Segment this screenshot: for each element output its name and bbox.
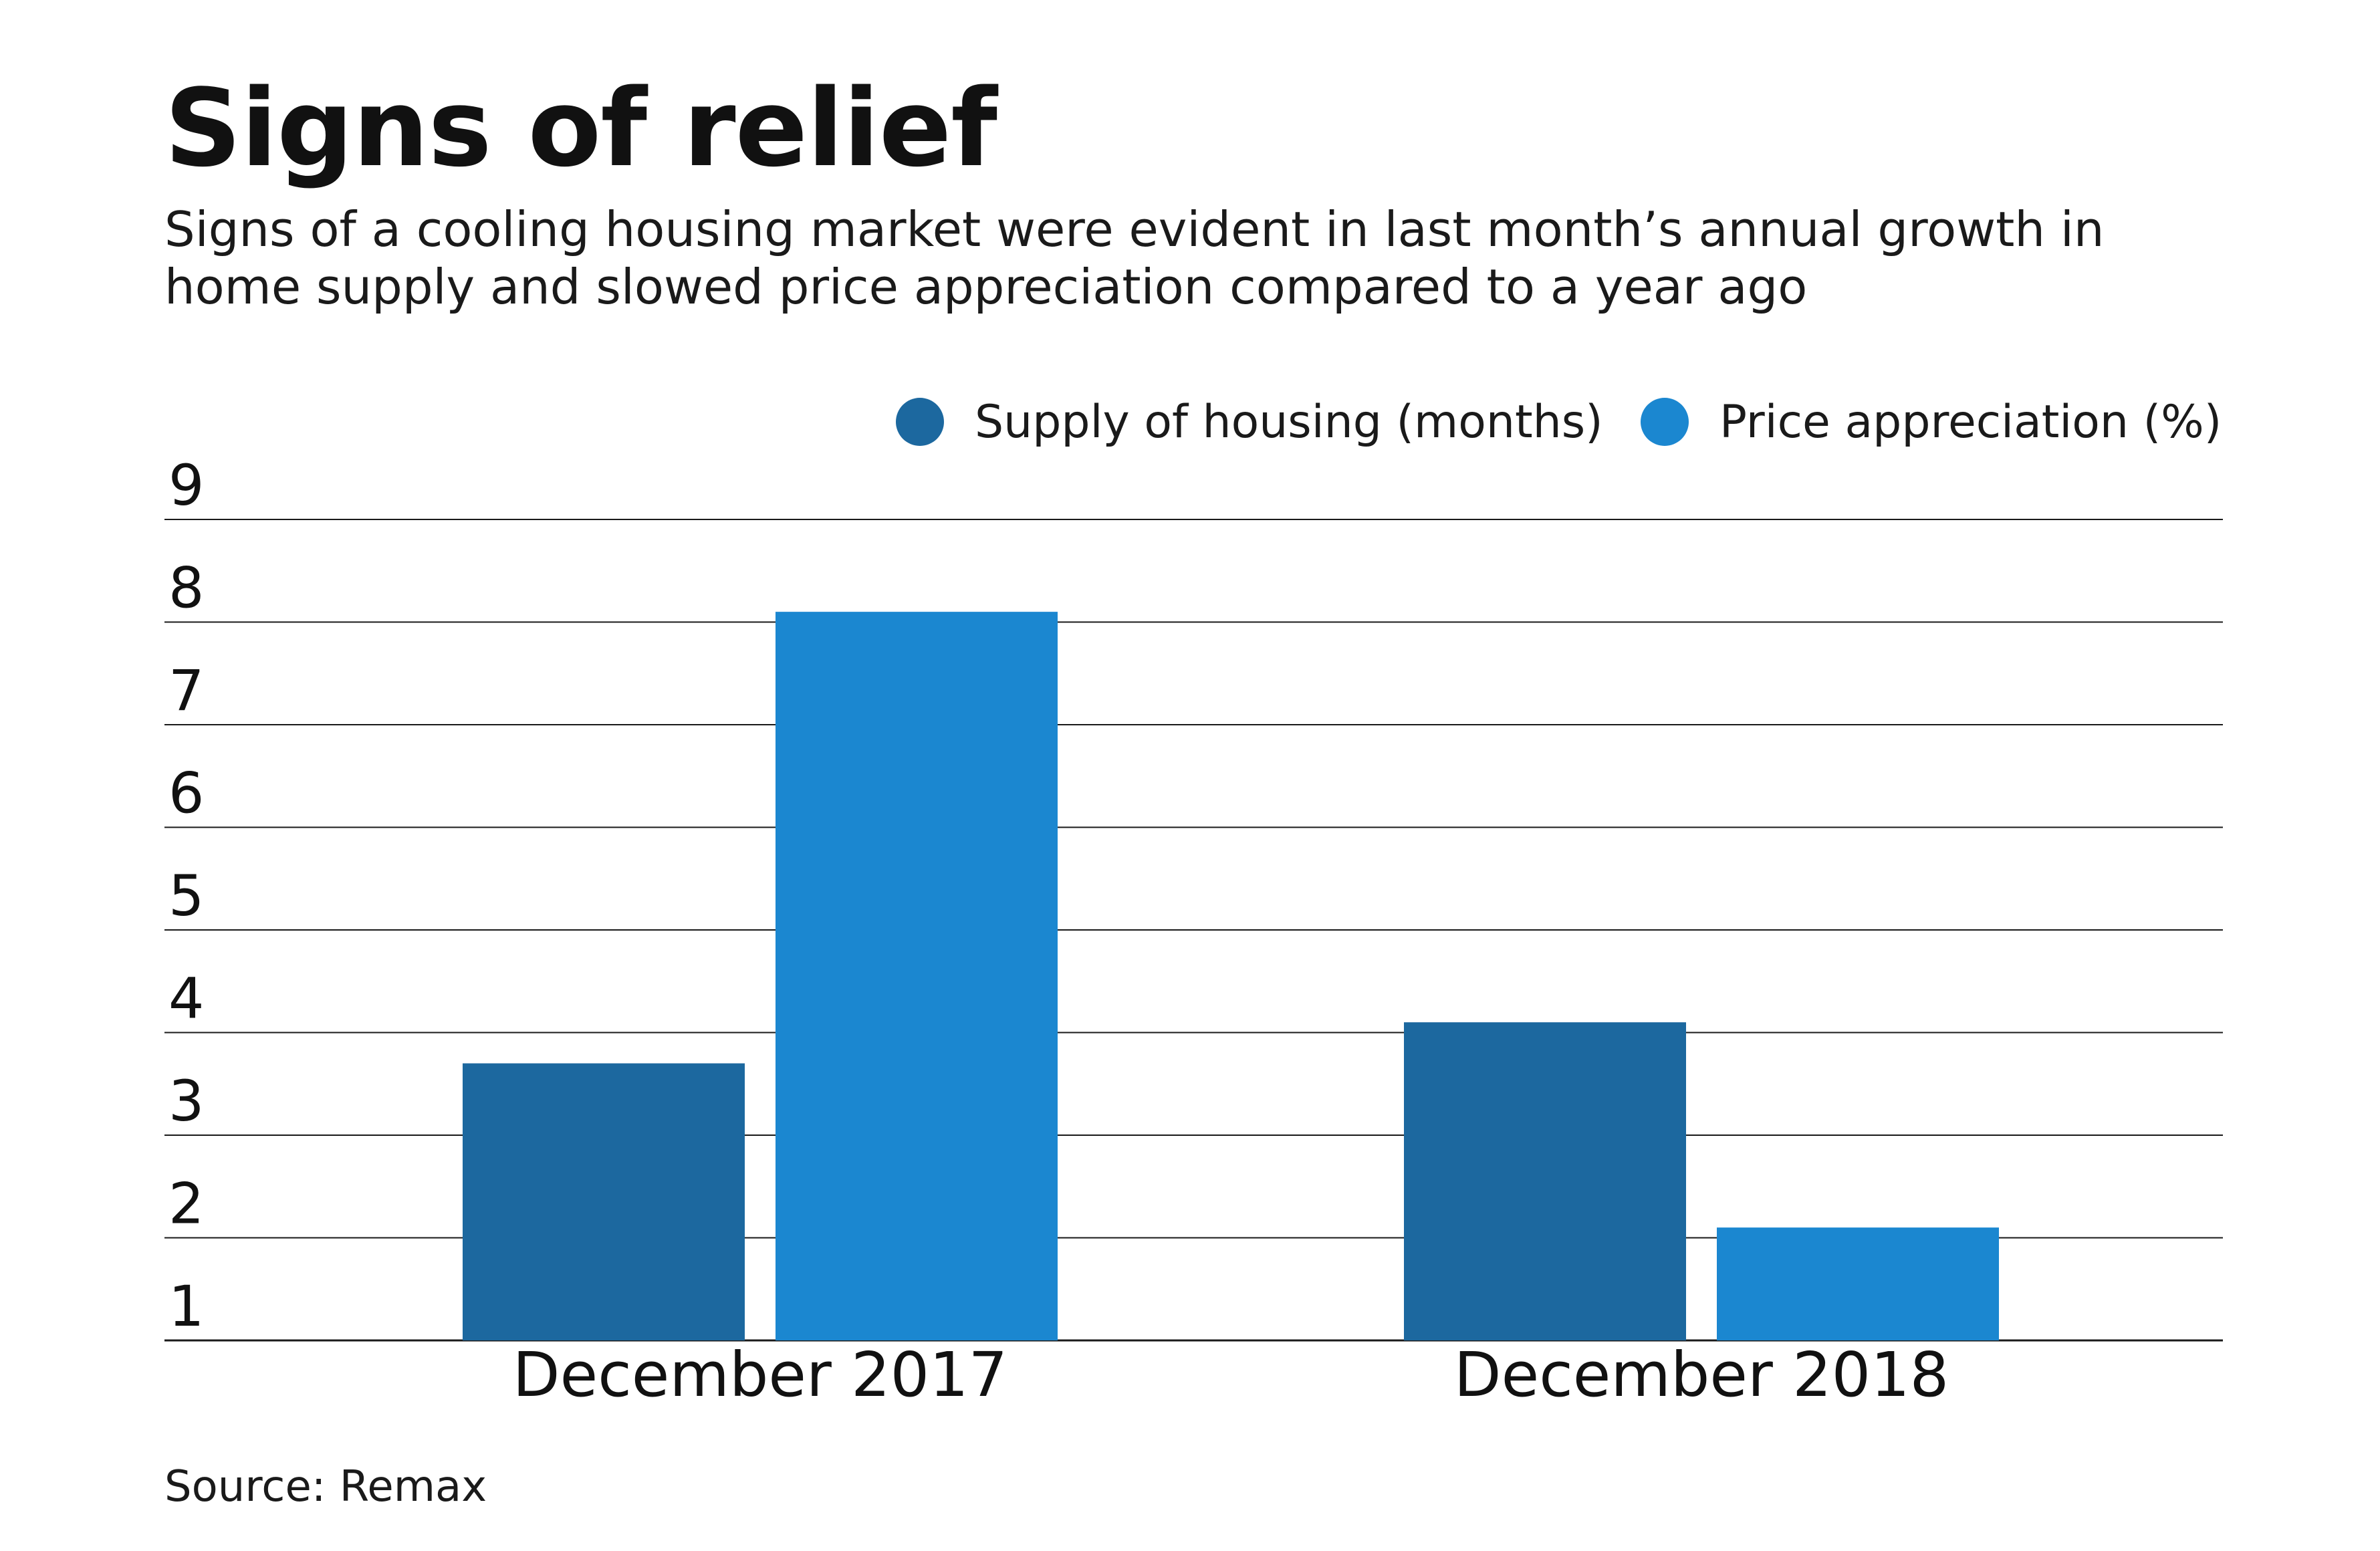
y-tick-label-6: 6 [168, 761, 204, 826]
subtitle-line-2: home supply and slowed price appreciatio… [164, 259, 1808, 315]
y-tick-label-7: 7 [168, 658, 204, 723]
legend-label-supply: Supply of housing (months) [975, 395, 1603, 449]
source-note: Source: Remax [164, 1462, 487, 1512]
subtitle-line-1: Signs of a cooling housing market were e… [164, 201, 2105, 257]
bar-supply-1 [463, 1063, 745, 1340]
legend-item-supply: Supply of housing (months) [896, 392, 1603, 452]
y-tick-label-2: 2 [168, 1171, 204, 1237]
x-category-label-1: December 2017 [513, 1339, 1007, 1411]
legend-swatch-supply [896, 398, 944, 446]
chart-subtitle: Signs of a cooling housing market were e… [164, 201, 2237, 316]
x-category-label-2: December 2018 [1454, 1339, 1949, 1411]
bar-price-2 [1717, 1227, 1999, 1340]
y-tick-label-5: 5 [168, 863, 204, 929]
bar-supply-2 [1404, 1022, 1686, 1340]
y-tick-label-1: 1 [168, 1274, 204, 1339]
legend-item-price: Price appreciation (%) [1641, 392, 2222, 452]
y-tick-label-4: 4 [168, 966, 204, 1032]
y-tick-label-8: 8 [168, 556, 204, 621]
y-tick-label-3: 3 [168, 1068, 204, 1134]
legend-swatch-price [1641, 398, 1689, 446]
chart-title: Signs of relief [164, 66, 997, 191]
bar-price-1 [776, 612, 1058, 1340]
y-tick-label-9: 9 [168, 453, 204, 518]
legend-label-price: Price appreciation (%) [1719, 395, 2222, 449]
